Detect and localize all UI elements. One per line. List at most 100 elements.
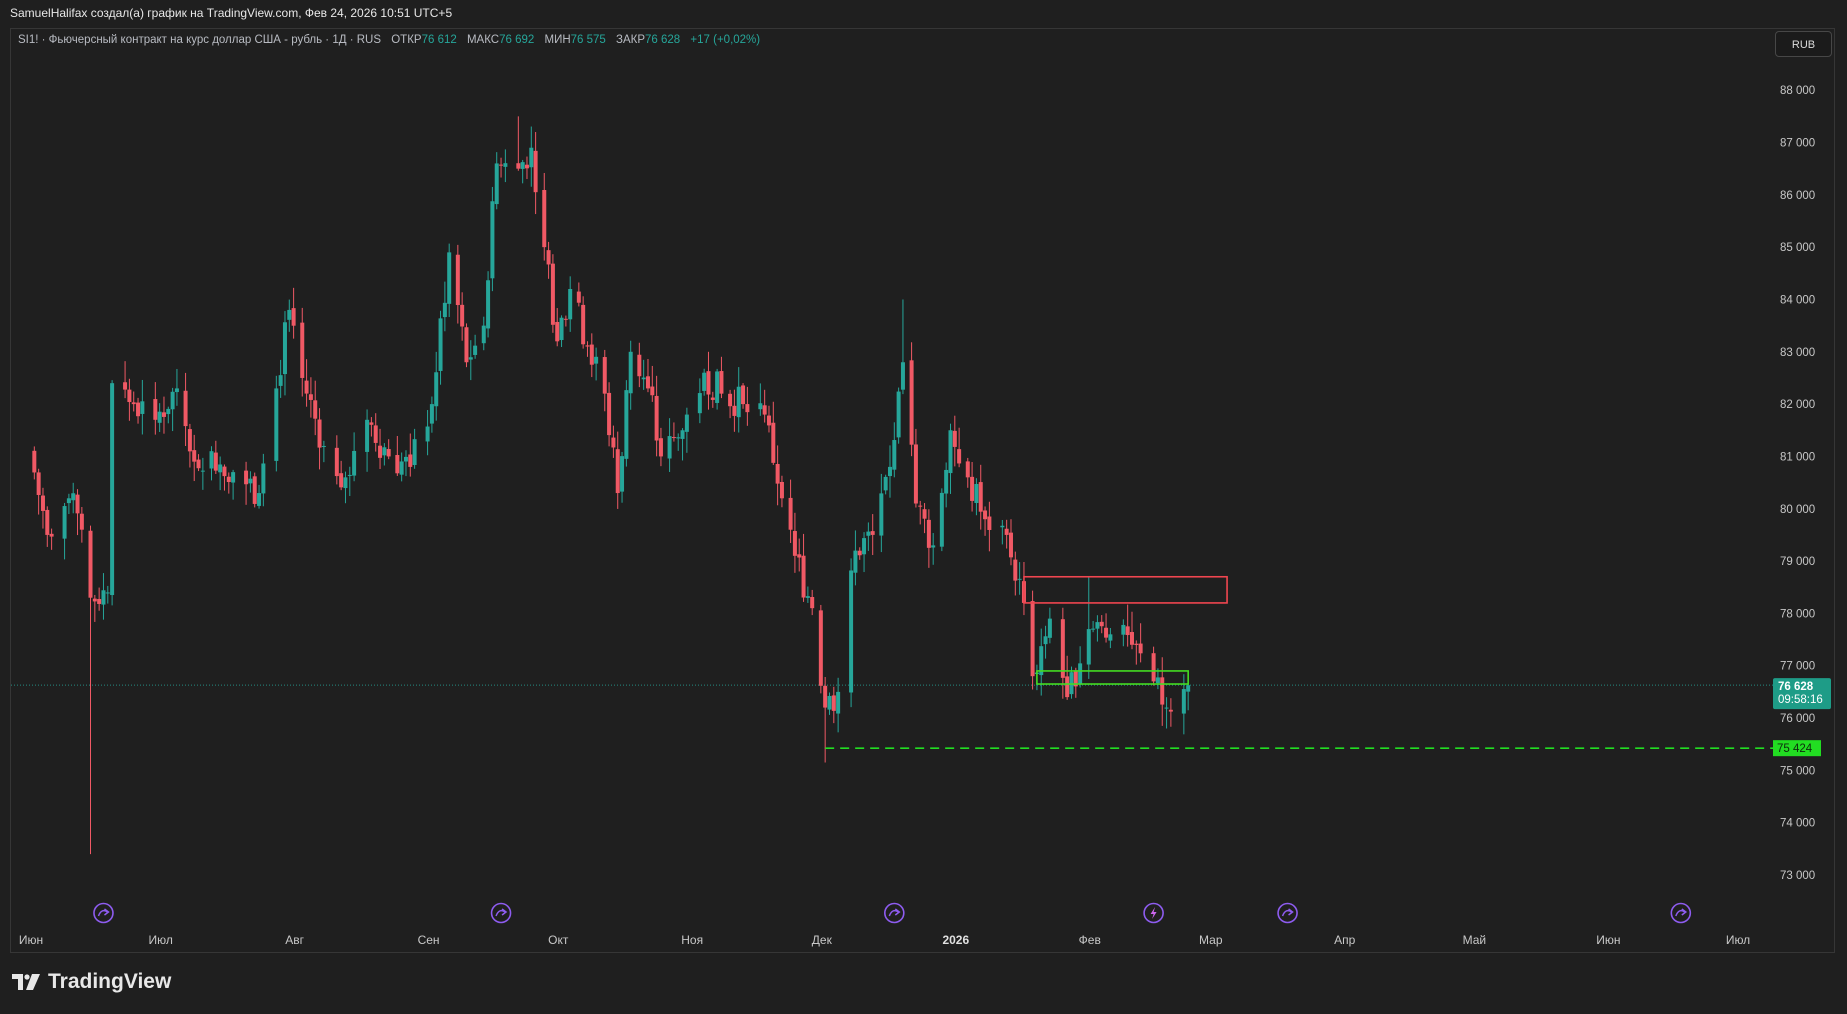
candle: [983, 506, 988, 536]
candle: [460, 292, 465, 341]
events-layer[interactable]: [93, 902, 1692, 924]
candle: [970, 462, 975, 512]
candle: [952, 415, 957, 467]
high-label: МАКС: [466, 34, 500, 46]
contract-rollover-icon[interactable]: [490, 902, 512, 924]
candle: [110, 380, 115, 606]
x-tick-label: Мар: [1199, 933, 1223, 947]
y-axis[interactable]: 73 000 74 000 75 000 76 000 77 000 78 000 79 0…: [1780, 85, 1815, 882]
open-value: 76 612: [421, 34, 457, 46]
x-tick-label: Сен: [418, 933, 440, 947]
chart-frame[interactable]: [10, 28, 1835, 953]
candle: [494, 152, 499, 210]
x-tick-label: 2026: [942, 933, 969, 947]
candle: [887, 445, 892, 498]
candle: [1151, 646, 1156, 686]
candle: [1043, 625, 1048, 659]
candle: [818, 604, 823, 694]
candle: [313, 380, 318, 436]
y-tick-label: 77 000: [1780, 661, 1815, 673]
candle: [520, 159, 525, 184]
symbol-title[interactable]: SI1! · Фьючерсный контракт на курс долла…: [18, 34, 382, 46]
candle: [1078, 646, 1083, 688]
level-badge[interactable]: 75 424: [1773, 740, 1821, 757]
candle: [32, 446, 37, 480]
candle: [196, 454, 201, 472]
candle: [503, 149, 508, 183]
candle: [1125, 604, 1130, 647]
candle: [957, 427, 962, 468]
tradingview-logo[interactable]: TradingView: [12, 970, 171, 994]
candle: [127, 378, 132, 421]
candle: [438, 310, 443, 385]
candle: [425, 410, 430, 456]
y-tick-label: 81 000: [1780, 451, 1815, 463]
x-tick-label: Фев: [1079, 933, 1101, 947]
candle: [922, 503, 927, 534]
candle: [620, 451, 625, 503]
y-tick-label: 83 000: [1780, 347, 1815, 359]
candle: [382, 443, 387, 466]
brand-name: TradingView: [48, 970, 172, 993]
candle: [978, 464, 983, 530]
candle: [589, 333, 594, 378]
contract-rollover-icon[interactable]: [1277, 902, 1298, 924]
candle: [468, 340, 473, 381]
x-tick-label: Дек: [812, 933, 833, 947]
candle: [352, 432, 357, 482]
last-price-badge: 76 628 09:58:16: [1773, 678, 1831, 710]
candle: [771, 401, 776, 465]
candle: [1134, 640, 1139, 665]
candle: [555, 308, 560, 347]
candle: [684, 407, 689, 453]
candle: [287, 299, 292, 332]
candle: [434, 351, 439, 421]
candle: [741, 383, 746, 409]
candle: [339, 460, 344, 491]
candle: [645, 358, 650, 393]
candle: [97, 587, 102, 611]
resistance-zone[interactable]: [1023, 575, 1228, 604]
candle: [213, 440, 218, 474]
candle: [719, 356, 724, 399]
x-axis[interactable]: Июн Июл Авг Сен Окт Ноя Дек 2026 Фев Мар Апр Май Июн…: [19, 933, 1750, 947]
candle: [1000, 519, 1005, 545]
candle: [131, 391, 136, 412]
contract-rollover-icon[interactable]: [1670, 902, 1692, 924]
candle: [183, 372, 188, 446]
support-zone[interactable]: [1036, 670, 1189, 685]
currency-button[interactable]: RUB: [1775, 31, 1832, 57]
candle: [429, 396, 434, 433]
candle: [788, 479, 793, 543]
candle: [226, 472, 231, 494]
countdown-value: 09:58:16: [1778, 694, 1823, 706]
candle: [1108, 628, 1113, 649]
candle: [261, 453, 266, 507]
candle: [1073, 667, 1078, 698]
candle: [529, 126, 534, 187]
candle: [170, 387, 175, 432]
candle: [209, 446, 214, 481]
zones-layer[interactable]: [1023, 575, 1228, 685]
candle: [918, 500, 923, 525]
candle: [736, 367, 741, 433]
candle: [667, 418, 672, 472]
candle: [706, 351, 711, 410]
candle: [481, 316, 486, 351]
contract-rollover-icon[interactable]: [884, 902, 905, 924]
candle: [533, 132, 538, 215]
candle: [62, 502, 67, 560]
candle: [157, 403, 162, 432]
candle: [853, 530, 858, 586]
x-tick-label: Июл: [148, 933, 172, 947]
candle: [831, 686, 836, 724]
candle: [40, 487, 45, 529]
candle: [1004, 519, 1009, 549]
contract-rollover-icon[interactable]: [93, 902, 114, 924]
candle: [732, 389, 737, 432]
candle: [1039, 628, 1044, 696]
dividend-flash-icon[interactable]: [1143, 902, 1164, 924]
change-value: +17 (+0,02%): [690, 34, 761, 46]
candle: [101, 573, 106, 620]
